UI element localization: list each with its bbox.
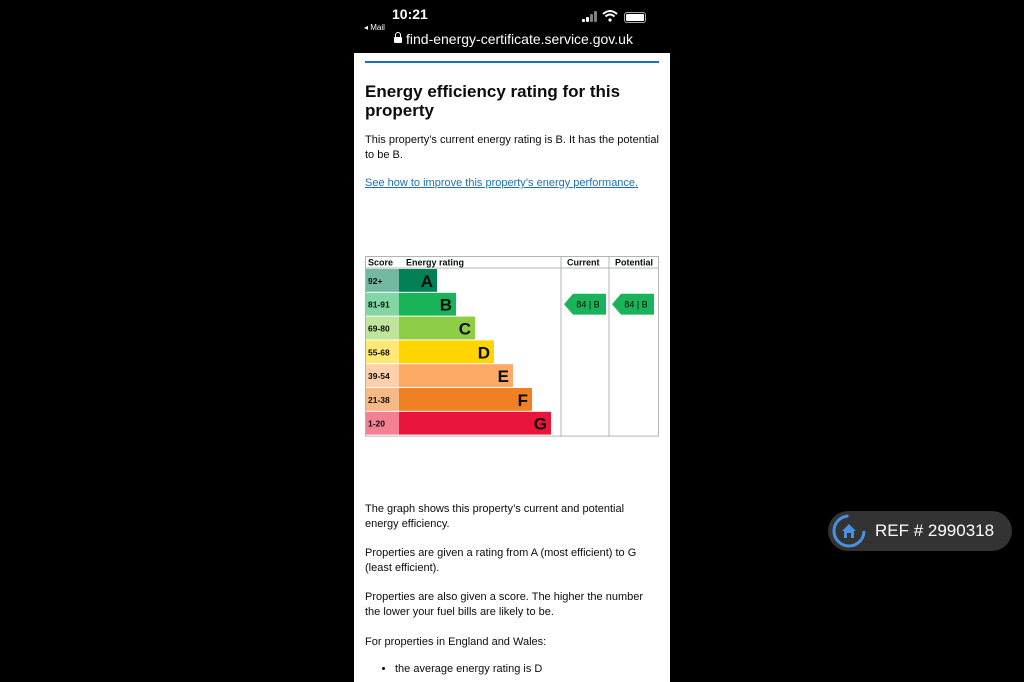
lock-icon bbox=[394, 32, 402, 43]
energy-rating-chart: Score Energy rating Current Potential 92+ A 81… bbox=[365, 256, 660, 442]
score-cell bbox=[366, 316, 399, 340]
rating-bar bbox=[399, 388, 532, 411]
score-label: 55-68 bbox=[368, 347, 390, 357]
score-label: 81-91 bbox=[368, 300, 390, 310]
rating-letter: D bbox=[478, 343, 490, 362]
score-description: Properties are also given a score. The h… bbox=[365, 591, 644, 618]
score-cell bbox=[366, 388, 399, 411]
page-title: Energy efficiency rating for this proper… bbox=[365, 82, 621, 120]
home-icon bbox=[832, 514, 866, 548]
current-rating-arrow bbox=[564, 293, 606, 315]
signal-icon bbox=[582, 11, 598, 22]
column-header: Current bbox=[567, 258, 600, 268]
region-intro: For properties in England and Wales: bbox=[365, 636, 547, 648]
column-header: Potential bbox=[615, 258, 653, 268]
rating-letter: F bbox=[518, 391, 528, 410]
battery-icon bbox=[624, 12, 646, 23]
rating-letter: E bbox=[498, 367, 509, 386]
graph-description: The graph shows this property’s current … bbox=[365, 503, 625, 530]
rating-description: Properties are given a rating from A (mo… bbox=[365, 547, 637, 574]
back-to-mail-link[interactable]: ◂ Mail bbox=[364, 23, 385, 32]
score-label: 21-38 bbox=[368, 395, 390, 405]
score-cell bbox=[366, 269, 399, 292]
status-bar: 10:21 ◂ Mail find-energy-certificate.ser… bbox=[354, 0, 670, 53]
score-label: 69-80 bbox=[368, 324, 390, 334]
rating-bar bbox=[399, 269, 437, 292]
rating-letter: B bbox=[440, 296, 452, 315]
rating-bar bbox=[399, 411, 551, 435]
rating-bar bbox=[399, 316, 475, 340]
intro-text: This property’s current energy rating is… bbox=[365, 134, 659, 161]
chart-frame bbox=[365, 256, 659, 437]
phone-screen: 10:21 ◂ Mail find-energy-certificate.ser… bbox=[354, 0, 670, 682]
potential-rating-arrow-label: 84 | B bbox=[624, 300, 647, 310]
column-header: Score bbox=[368, 258, 393, 268]
section-divider bbox=[365, 61, 659, 63]
list-item: the average energy rating is D bbox=[395, 662, 542, 677]
column-header: Energy rating bbox=[406, 258, 464, 268]
address-bar[interactable]: find-energy-certificate.service.gov.uk bbox=[394, 31, 633, 47]
rating-letter: A bbox=[421, 272, 433, 291]
wifi-icon bbox=[602, 10, 618, 22]
score-label: 1-20 bbox=[368, 419, 385, 429]
score-cell bbox=[366, 340, 399, 364]
clock: 10:21 bbox=[392, 6, 428, 22]
improve-performance-link[interactable]: See how to improve this property’s energ… bbox=[365, 177, 639, 189]
score-label: 92+ bbox=[368, 276, 382, 286]
rating-bar bbox=[399, 340, 494, 364]
energy-rating-graph: Score Energy rating Current Potential 92+ A 81… bbox=[365, 256, 659, 437]
current-rating-arrow-label: 84 | B bbox=[576, 300, 599, 310]
reference-number: REF # 2990318 bbox=[875, 521, 995, 540]
rating-bar bbox=[399, 364, 513, 387]
score-label: 39-54 bbox=[368, 371, 390, 381]
rating-bar bbox=[399, 292, 456, 316]
score-cell bbox=[366, 292, 399, 316]
averages-list: the average energy rating is D bbox=[365, 662, 542, 677]
rating-letter: C bbox=[459, 320, 471, 339]
reference-badge: REF # 2990318 bbox=[828, 511, 1012, 551]
score-cell bbox=[366, 411, 399, 435]
url-text: find-energy-certificate.service.gov.uk bbox=[406, 31, 633, 47]
potential-rating-arrow bbox=[612, 293, 654, 315]
rating-letter: G bbox=[534, 415, 547, 434]
score-cell bbox=[366, 364, 399, 387]
